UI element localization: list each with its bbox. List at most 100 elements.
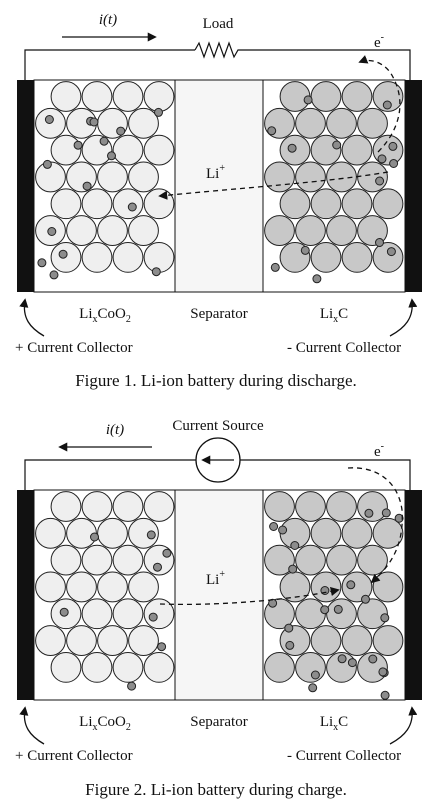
anode-particle bbox=[372, 625, 404, 656]
cathode-particle bbox=[81, 81, 113, 112]
external-circuit-wire bbox=[24, 459, 411, 490]
anode-particle bbox=[264, 215, 295, 246]
cathode-label: LixCoO2 bbox=[79, 714, 131, 733]
anode-particle bbox=[264, 544, 295, 576]
electron-path-arrow bbox=[358, 55, 401, 153]
figure-2: Current Source i(t) e- Li+ LixCoO2 Separ… bbox=[15, 418, 422, 799]
lithium-dot bbox=[82, 181, 92, 191]
lithium-dots bbox=[59, 508, 404, 700]
load-resistor-icon bbox=[194, 41, 241, 59]
cathode-particle bbox=[143, 134, 175, 166]
lithium-dot bbox=[151, 267, 161, 277]
cathode-particle bbox=[97, 215, 128, 246]
lithium-dot bbox=[99, 136, 109, 146]
anode-particle bbox=[279, 625, 311, 656]
lithium-dot bbox=[127, 202, 137, 212]
cathode-particle bbox=[81, 188, 113, 220]
negative-collector-pointer bbox=[389, 298, 418, 337]
lithium-dot bbox=[380, 690, 390, 700]
lithium-dot bbox=[386, 247, 396, 257]
anode-particle bbox=[264, 161, 295, 193]
cathode-particle bbox=[128, 215, 159, 246]
lithium-dot bbox=[153, 562, 162, 572]
positive-current-collector bbox=[17, 490, 34, 700]
lithium-dot bbox=[333, 604, 343, 614]
lithium-dot bbox=[347, 658, 357, 668]
lithium-dot bbox=[320, 605, 330, 615]
figure-caption: Figure 1. Li-ion battery during discharg… bbox=[75, 371, 357, 390]
ion-path-arrow bbox=[159, 587, 340, 606]
lithium-dot bbox=[49, 270, 59, 280]
lithium-dot bbox=[288, 564, 298, 574]
anode-particle bbox=[372, 571, 404, 603]
anode-particle bbox=[295, 215, 326, 246]
cathode-particle bbox=[97, 161, 128, 193]
lithium-dot bbox=[375, 238, 384, 247]
external-circuit-wire bbox=[24, 49, 411, 80]
ion-path-arrow bbox=[158, 171, 389, 200]
anode-particle bbox=[310, 188, 342, 220]
anode-particle bbox=[326, 215, 357, 246]
cathode-particle bbox=[143, 598, 175, 630]
cathode-particle bbox=[35, 571, 66, 603]
anode-particle bbox=[295, 161, 326, 193]
lithium-dot bbox=[267, 126, 277, 136]
cathode-particle bbox=[81, 651, 113, 683]
negative-collector-label: - Current Collector bbox=[287, 748, 401, 764]
anode-particle bbox=[357, 107, 388, 139]
lithium-dot bbox=[303, 95, 313, 105]
lithium-dot bbox=[37, 258, 47, 268]
lithium-dot bbox=[312, 274, 322, 284]
negative-collector-pointer bbox=[389, 706, 418, 745]
lithium-dot bbox=[346, 580, 356, 590]
lithium-dot bbox=[47, 227, 57, 236]
cathode-particle bbox=[81, 598, 113, 630]
lithium-dot bbox=[44, 115, 54, 124]
lithium-dot bbox=[146, 530, 156, 540]
anode-particle bbox=[326, 161, 357, 193]
cathode-particle bbox=[128, 517, 159, 549]
lithium-dot bbox=[148, 612, 158, 622]
anode-particle bbox=[341, 134, 373, 166]
anode-particle bbox=[310, 81, 342, 112]
cathode-particle bbox=[128, 161, 159, 193]
anode-particles bbox=[264, 81, 404, 273]
cathode-particle bbox=[66, 571, 97, 603]
anode-particle bbox=[372, 188, 404, 220]
cathode-particle bbox=[50, 134, 82, 166]
lithium-dot bbox=[157, 642, 167, 652]
cathode-particle bbox=[81, 491, 113, 522]
positive-collector-label: + Current Collector bbox=[15, 748, 133, 764]
lithium-dots bbox=[37, 95, 399, 284]
cathode-particle bbox=[143, 241, 175, 273]
negative-collector-label: - Current Collector bbox=[287, 340, 401, 356]
cathode-particle bbox=[66, 161, 97, 193]
lithium-dot bbox=[127, 681, 137, 691]
separator-label: Separator bbox=[190, 714, 247, 730]
cathode-particle bbox=[112, 598, 144, 630]
anode-particle bbox=[357, 598, 388, 630]
anode-particle bbox=[357, 544, 388, 576]
anode-particle bbox=[295, 651, 326, 683]
anode-particle bbox=[372, 241, 404, 273]
cathode-particle bbox=[66, 215, 97, 246]
positive-collector-label: + Current Collector bbox=[15, 340, 133, 356]
lithium-dot bbox=[361, 594, 370, 604]
anode-particle bbox=[341, 188, 373, 220]
anode-particle bbox=[341, 571, 373, 603]
lithium-dot bbox=[90, 532, 99, 542]
cathode-particle bbox=[50, 544, 82, 576]
anode-particle bbox=[357, 491, 388, 522]
lithium-dot bbox=[278, 525, 288, 535]
figure-1: Load i(t) e- Li+ LixCoO2 Separator LixC … bbox=[15, 12, 422, 390]
cathode-particle bbox=[112, 241, 144, 273]
lithium-dot bbox=[59, 607, 69, 617]
anode-particle bbox=[372, 81, 404, 112]
cathode-label: LixCoO2 bbox=[79, 306, 131, 325]
cathode-particle bbox=[97, 625, 128, 656]
anode-particle bbox=[295, 107, 326, 139]
anode-label: LixC bbox=[320, 714, 348, 733]
lithium-dot bbox=[73, 140, 83, 150]
load-label: Load bbox=[203, 16, 234, 32]
